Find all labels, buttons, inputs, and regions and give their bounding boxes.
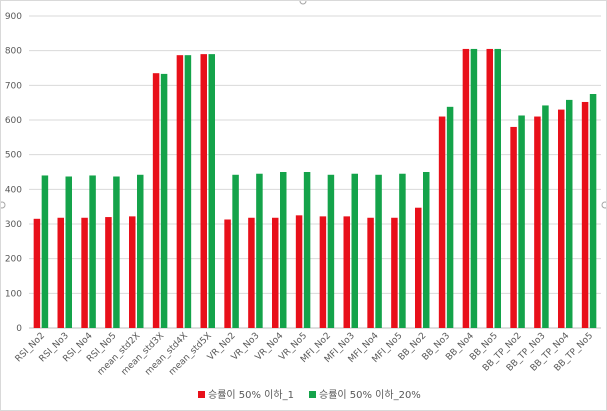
bar-series-1[interactable] bbox=[558, 109, 565, 328]
bar-series-2[interactable] bbox=[399, 173, 406, 328]
y-tick-label: 300 bbox=[5, 220, 22, 230]
bar-series-2[interactable] bbox=[113, 176, 120, 328]
bar-series-2[interactable] bbox=[256, 173, 263, 328]
bar-series-2[interactable] bbox=[494, 48, 502, 328]
y-tick-label: 500 bbox=[5, 151, 22, 161]
bars bbox=[33, 48, 597, 329]
bar-series-2[interactable] bbox=[65, 176, 73, 328]
legend-swatch bbox=[198, 391, 205, 398]
y-tick-label: 700 bbox=[5, 81, 22, 91]
bar-series-2[interactable] bbox=[137, 174, 144, 328]
bar-series-1[interactable] bbox=[415, 207, 422, 328]
bar-series-1[interactable] bbox=[581, 101, 589, 329]
bar-series-2[interactable] bbox=[470, 48, 478, 328]
selection-handles[interactable] bbox=[1, 1, 606, 209]
bar-series-2[interactable] bbox=[327, 174, 335, 328]
y-tick-label: 900 bbox=[5, 12, 22, 22]
legend[interactable]: 승률이 50% 이하_1 승률이 50% 이하_20% bbox=[198, 388, 421, 401]
legend-label: 승률이 50% 이하_20% bbox=[319, 388, 421, 401]
legend-swatch bbox=[309, 391, 316, 398]
y-tick-label: 600 bbox=[5, 116, 22, 126]
bar-series-2[interactable] bbox=[160, 73, 168, 328]
resize-handle-right[interactable] bbox=[601, 201, 606, 209]
bar-series-2[interactable] bbox=[208, 54, 216, 329]
bar-series-2[interactable] bbox=[446, 106, 454, 329]
bar-series-2[interactable] bbox=[351, 173, 359, 328]
bar-series-2[interactable] bbox=[566, 99, 573, 328]
bar-series-1[interactable] bbox=[105, 217, 112, 328]
bar-series-2[interactable] bbox=[375, 174, 382, 328]
bar-series-1[interactable] bbox=[319, 216, 327, 328]
bar-series-1[interactable] bbox=[248, 217, 255, 328]
bar-series-1[interactable] bbox=[81, 217, 88, 328]
bar-series-2[interactable] bbox=[542, 105, 549, 328]
bar-series-1[interactable] bbox=[438, 116, 446, 329]
y-tick-label: 0 bbox=[16, 324, 22, 334]
bar-series-1[interactable] bbox=[295, 215, 303, 328]
bar-series-1[interactable] bbox=[343, 216, 351, 328]
bar-series-1[interactable] bbox=[391, 217, 398, 328]
bar-series-1[interactable] bbox=[57, 217, 65, 328]
bar-series-1[interactable] bbox=[462, 48, 470, 328]
resize-handle-left[interactable] bbox=[1, 201, 6, 209]
bar-series-1[interactable] bbox=[272, 217, 279, 328]
bar-series-2[interactable] bbox=[41, 175, 49, 328]
bar-series-1[interactable] bbox=[224, 219, 231, 328]
y-tick-label: 200 bbox=[5, 255, 22, 265]
y-axis-ticks: 0 100 200 300 400 500 600 700 800 900 bbox=[5, 12, 22, 334]
y-tick-label: 400 bbox=[5, 185, 22, 195]
bar-series-1[interactable] bbox=[176, 55, 184, 328]
legend-label: 승률이 50% 이하_1 bbox=[208, 388, 294, 401]
bar-series-1[interactable] bbox=[534, 116, 541, 329]
gridlines bbox=[29, 15, 601, 329]
bar-series-2[interactable] bbox=[423, 172, 430, 328]
bar-series-1[interactable] bbox=[367, 217, 374, 328]
bar-series-2[interactable] bbox=[232, 174, 239, 328]
bar-series-1[interactable] bbox=[33, 218, 41, 328]
bar-series-2[interactable] bbox=[303, 172, 311, 328]
bar-series-2[interactable] bbox=[89, 175, 96, 328]
bar-series-1[interactable] bbox=[129, 216, 136, 328]
y-tick-label: 800 bbox=[5, 47, 22, 57]
y-tick-label: 100 bbox=[5, 289, 22, 299]
resize-handle-top[interactable] bbox=[299, 1, 307, 5]
bar-series-2[interactable] bbox=[518, 115, 525, 328]
bar-series-1[interactable] bbox=[510, 126, 517, 328]
bar-series-1[interactable] bbox=[152, 73, 160, 328]
x-axis-ticks: RSI_No2RSI_No3RSI_No4RSI_No5mean_std2Xme… bbox=[14, 331, 595, 378]
bar-series-2[interactable] bbox=[280, 172, 287, 328]
bar-series-1[interactable] bbox=[486, 48, 494, 328]
bar-series-2[interactable] bbox=[589, 94, 597, 328]
bar-series-2[interactable] bbox=[184, 55, 192, 328]
bar-series-1[interactable] bbox=[200, 54, 208, 329]
